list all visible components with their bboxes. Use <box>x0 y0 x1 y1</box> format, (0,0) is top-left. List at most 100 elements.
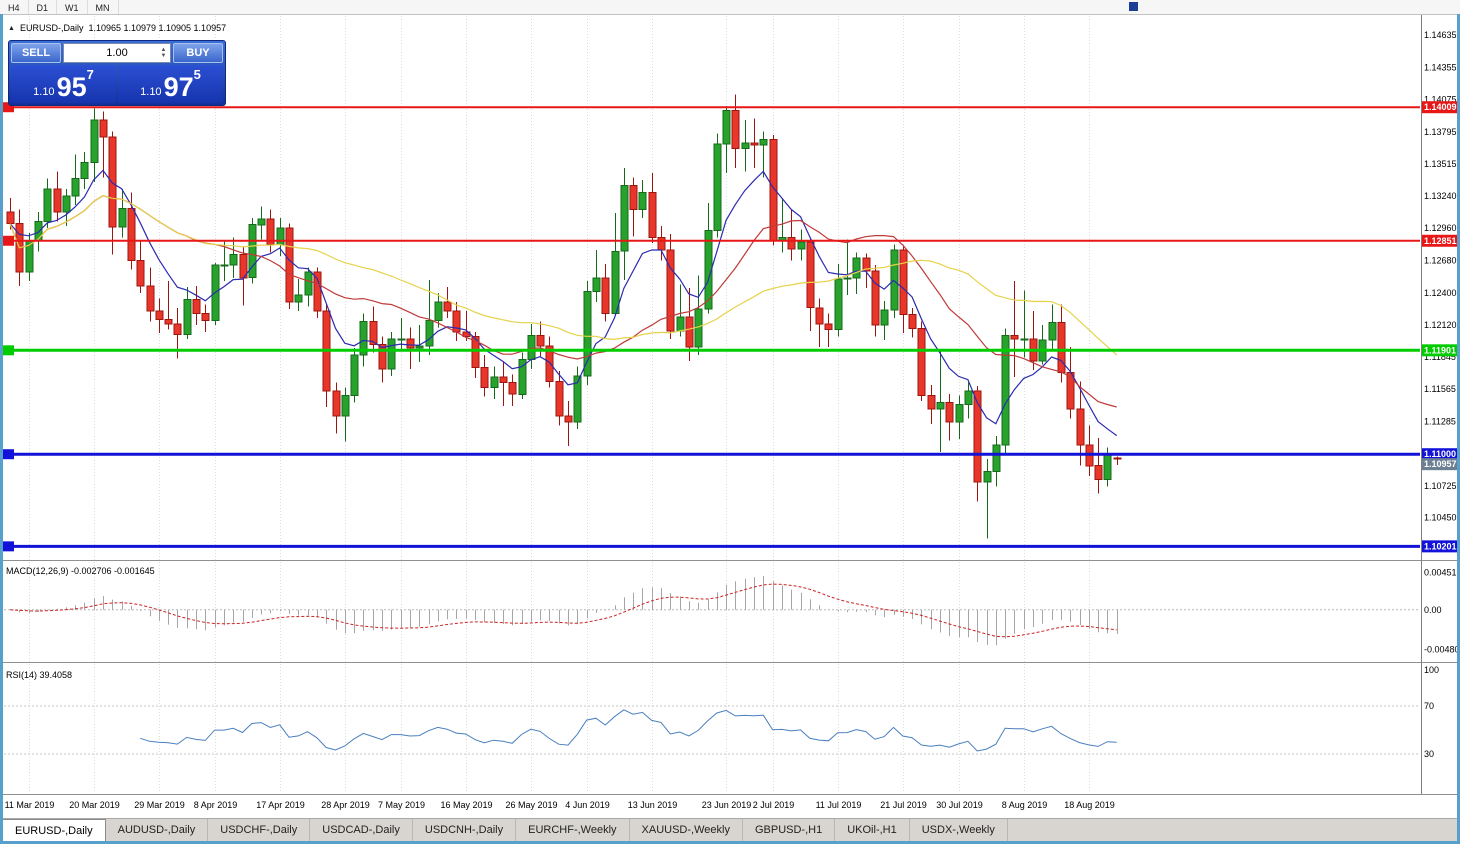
window-frame-bottom <box>0 841 1460 844</box>
chart-title: ▲ EURUSD-,Daily 1.10965 1.10979 1.10905 … <box>8 23 226 33</box>
svg-text:1.14355: 1.14355 <box>1424 62 1457 72</box>
shift-marker-icon <box>1129 2 1138 11</box>
chart-tab-audusd-daily[interactable]: AUDUSD-,Daily <box>106 819 209 841</box>
timeframe-button-h4[interactable]: H4 <box>0 0 29 14</box>
svg-text:11 Jul 2019: 11 Jul 2019 <box>816 800 862 810</box>
one-click-trading-panel: SELL 1.00 ▲ ▼ BUY 1.10 95 7 1.10 97 5 <box>8 40 226 106</box>
volume-value: 1.00 <box>106 47 128 59</box>
ma-line-38 <box>9 195 1118 356</box>
svg-text:2 Jul 2019: 2 Jul 2019 <box>753 800 795 810</box>
svg-text:11 Mar 2019: 11 Mar 2019 <box>5 800 55 810</box>
buy-button[interactable]: BUY <box>173 43 223 63</box>
rsi-line <box>140 709 1117 752</box>
sell-price-display[interactable]: 1.10 95 7 <box>11 65 116 103</box>
timeframe-toolbar: H4 D1 W1 MN <box>0 0 1460 15</box>
chart-tab-eurchf-weekly[interactable]: EURCHF-,Weekly <box>516 819 630 841</box>
timeframe-button-w1[interactable]: W1 <box>57 0 88 14</box>
macd-pane: 0.004517 0.00 -0.004806 MACD(12,26,9) -0.00… <box>0 566 1460 654</box>
svg-text:-0.004806: -0.004806 <box>1424 644 1460 654</box>
hline-left-marker <box>3 345 14 356</box>
sell-price-prefix: 1.10 <box>33 86 55 98</box>
svg-text:1.14635: 1.14635 <box>1424 30 1457 40</box>
svg-text:13 Jun 2019: 13 Jun 2019 <box>628 800 678 810</box>
volume-input[interactable]: 1.00 ▲ ▼ <box>63 43 171 63</box>
chart-tab-usdcnh-daily[interactable]: USDCNH-,Daily <box>413 819 517 841</box>
svg-text:20 Mar 2019: 20 Mar 2019 <box>69 800 120 810</box>
volume-spinner[interactable]: ▲ ▼ <box>158 44 169 62</box>
chart-tab-ukoil-h1[interactable]: UKOil-,H1 <box>835 819 910 841</box>
ma-line-8 <box>9 169 1118 437</box>
chart-tabs-bar: EURUSD-,Daily AUDUSD-,Daily USDCHF-,Daily U… <box>0 818 1460 841</box>
svg-text:1.12400: 1.12400 <box>1424 288 1457 298</box>
svg-text:1.13795: 1.13795 <box>1424 127 1457 137</box>
svg-text:70: 70 <box>1424 701 1434 711</box>
timeframe-buttons: H4 D1 W1 MN <box>0 0 119 14</box>
chart-tab-usdchf-daily[interactable]: USDCHF-,Daily <box>208 819 311 841</box>
buy-price-display[interactable]: 1.10 97 5 <box>118 65 223 103</box>
candles <box>6 94 1122 539</box>
timeframe-button-mn[interactable]: MN <box>88 0 119 14</box>
svg-text:26 May 2019: 26 May 2019 <box>505 800 557 810</box>
svg-text:29 Mar 2019: 29 Mar 2019 <box>134 800 185 810</box>
price-label-1.11000 <box>1422 448 1459 461</box>
svg-text:100: 100 <box>1424 665 1439 675</box>
svg-text:1.12680: 1.12680 <box>1424 256 1457 266</box>
buy-price-big: 97 <box>163 72 194 102</box>
chart-tabs: EURUSD-,Daily AUDUSD-,Daily USDCHF-,Daily U… <box>0 819 1008 841</box>
hline-left-marker <box>3 449 14 460</box>
svg-text:1.13515: 1.13515 <box>1424 159 1457 169</box>
svg-text:8 Aug 2019: 8 Aug 2019 <box>1002 800 1048 810</box>
spinner-down-icon[interactable]: ▼ <box>160 53 167 59</box>
svg-text:30: 30 <box>1424 749 1434 759</box>
sell-price-big: 95 <box>56 72 87 102</box>
sell-button[interactable]: SELL <box>11 43 61 63</box>
chart-tab-usdcad-daily[interactable]: USDCAD-,Daily <box>310 819 413 841</box>
window-frame-left <box>0 14 3 844</box>
svg-text:1.11901: 1.11901 <box>1424 345 1456 355</box>
chart-tab-usdx-weekly[interactable]: USDX-,Weekly <box>910 819 1008 841</box>
price-label-1.14009 <box>1422 101 1459 114</box>
chart-ohlc-values: 1.10965 1.10979 1.10905 1.10957 <box>88 23 227 33</box>
svg-text:18 Aug 2019: 18 Aug 2019 <box>1064 800 1115 810</box>
trade-panel-prices: 1.10 95 7 1.10 97 5 <box>11 65 223 103</box>
sell-price-sup: 7 <box>86 67 94 82</box>
svg-text:1.14009: 1.14009 <box>1424 102 1457 112</box>
buy-price-sup: 5 <box>193 67 201 82</box>
svg-text:17 Apr 2019: 17 Apr 2019 <box>256 800 305 810</box>
timeframe-button-d1[interactable]: D1 <box>29 0 58 14</box>
window-frame-right <box>1457 14 1460 844</box>
svg-text:1.11285: 1.11285 <box>1424 416 1456 426</box>
svg-text:28 Apr 2019: 28 Apr 2019 <box>321 800 370 810</box>
macd-signal-line <box>9 583 1117 638</box>
current-bid-label <box>1422 458 1459 471</box>
svg-text:21 Jul 2019: 21 Jul 2019 <box>880 800 927 810</box>
trade-panel-controls: SELL 1.00 ▲ ▼ BUY <box>11 43 223 63</box>
chart-symbol-period: EURUSD-,Daily <box>19 23 84 33</box>
svg-text:8 Apr 2019: 8 Apr 2019 <box>194 800 238 810</box>
svg-text:1.13240: 1.13240 <box>1424 191 1457 201</box>
svg-text:4 Jun 2019: 4 Jun 2019 <box>565 800 610 810</box>
collapse-triangle-icon[interactable]: ▲ <box>8 24 15 32</box>
chart-tab-gbpusd-h1[interactable]: GBPUSD-,H1 <box>743 819 836 841</box>
svg-text:1.11565: 1.11565 <box>1424 384 1456 394</box>
hline-left-marker <box>3 102 14 113</box>
macd-label: MACD(12,26,9) -0.002706 -0.001645 <box>6 566 155 576</box>
price-scale[interactable]: 1.14635 1.14355 1.14075 1.13795 1.13515 1.132… <box>1424 30 1457 523</box>
ma-line-20 <box>9 195 1117 408</box>
chart-tab-xauusd-weekly[interactable]: XAUUSD-,Weekly <box>630 819 743 841</box>
price-label-1.12851 <box>1422 234 1459 247</box>
date-axis: 11 Mar 2019 20 Mar 2019 29 Mar 2019 8 Apr 2… <box>5 800 1115 810</box>
svg-text:23 Jun 2019: 23 Jun 2019 <box>702 800 752 810</box>
svg-text:1.12851: 1.12851 <box>1424 236 1457 246</box>
svg-text:7 May 2019: 7 May 2019 <box>378 800 425 810</box>
hline-left-marker <box>3 235 14 246</box>
rsi-pane: 100 70 30 RSI(14) 39.4058 <box>0 665 1439 759</box>
svg-text:1.12960: 1.12960 <box>1424 223 1457 233</box>
svg-text:30 Jul 2019: 30 Jul 2019 <box>936 800 983 810</box>
svg-text:1.11845: 1.11845 <box>1424 352 1456 362</box>
svg-text:1.10450: 1.10450 <box>1424 513 1457 523</box>
chart-tab-eurusd-daily[interactable]: EURUSD-,Daily <box>2 819 106 841</box>
spinner-up-icon[interactable]: ▲ <box>160 47 167 53</box>
